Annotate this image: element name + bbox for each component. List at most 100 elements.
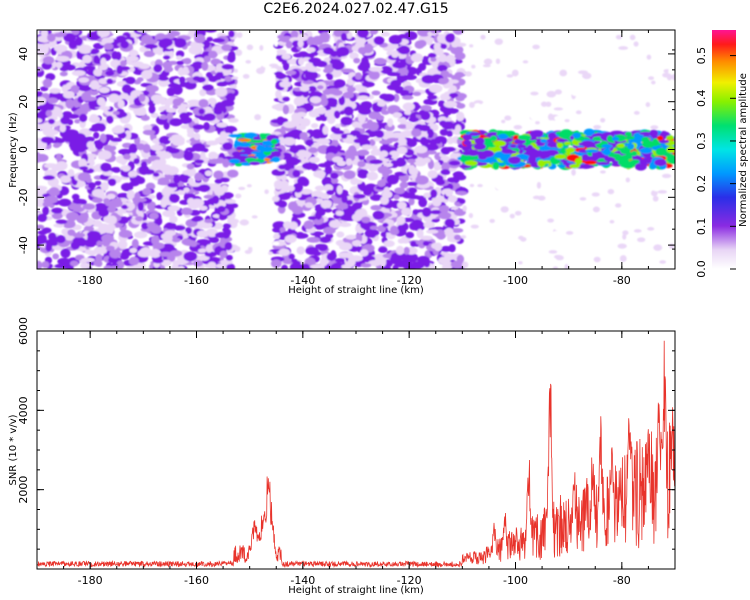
- heatmap-cell: [188, 30, 196, 36]
- heatmap-cell: [509, 144, 517, 148]
- heatmap-cell: [408, 187, 418, 194]
- heatmap-cell: [535, 112, 543, 119]
- heatmap-cell: [108, 140, 119, 147]
- heatmap-cell: [239, 219, 249, 226]
- heatmap-cell: [201, 61, 209, 71]
- heatmap-cell: [292, 182, 304, 193]
- heatmap-cell: [285, 40, 293, 49]
- heatmap-cell: [296, 246, 305, 255]
- heatmap-cell: [150, 112, 159, 118]
- heatmap-cell: [259, 44, 264, 51]
- heatmap-cell: [370, 204, 382, 211]
- heatmap-cell: [53, 107, 63, 117]
- heatmap-cell: [228, 158, 241, 164]
- heatmap-cell: [84, 249, 92, 255]
- heatmap-cell: [374, 58, 387, 65]
- heatmap-cell: [620, 148, 631, 155]
- heatmap-cell: [163, 55, 171, 60]
- heatmap-cell: [360, 101, 373, 110]
- heatmap-cell: [213, 186, 225, 196]
- heatmap-cell: [633, 229, 642, 233]
- heatmap-cell: [49, 88, 61, 94]
- heatmap-cell: [98, 86, 110, 94]
- heatmap-cell: [207, 229, 217, 238]
- heatmap-cell: [143, 50, 156, 58]
- heatmap-cell: [417, 30, 431, 37]
- heatmap-cell: [135, 111, 147, 116]
- heatmap-cell: [59, 71, 68, 77]
- heatmap-cell: [150, 94, 164, 103]
- heatmap-cell: [281, 264, 289, 269]
- heatmap-cell: [59, 124, 67, 133]
- heatmap-cell: [99, 133, 107, 143]
- heatmap-cell: [266, 77, 276, 83]
- heatmap-cell: [353, 179, 363, 185]
- heatmap-cell: [481, 137, 493, 144]
- heatmap-cell: [194, 172, 203, 181]
- heatmap-cell: [386, 137, 399, 142]
- heatmap-cell: [98, 208, 109, 217]
- heatmap-y-tick-label: 0: [17, 146, 30, 153]
- heatmap-cell: [265, 30, 276, 38]
- heatmap-cell: [196, 230, 209, 238]
- heatmap-cell: [183, 57, 192, 65]
- heatmap-cell: [47, 33, 56, 42]
- heatmap-cell: [83, 65, 96, 71]
- heatmap-cell: [75, 142, 87, 153]
- heatmap-cell: [501, 65, 509, 71]
- heatmap-cell: [164, 230, 177, 236]
- heatmap-cell: [481, 150, 494, 158]
- heatmap-cell: [602, 44, 613, 49]
- heatmap-cell: [394, 187, 406, 195]
- heatmap-cell: [219, 250, 228, 259]
- heatmap-cell: [172, 139, 185, 146]
- heatmap-cell: [108, 93, 120, 103]
- heatmap-cell: [462, 134, 473, 141]
- heatmap-cell: [182, 66, 189, 76]
- heatmap-cell: [60, 248, 71, 259]
- heatmap-cell: [547, 113, 554, 121]
- heatmap-cell: [88, 115, 101, 124]
- heatmap-cell: [657, 190, 668, 194]
- heatmap-cell: [340, 32, 347, 42]
- heatmap-cell: [333, 110, 341, 119]
- heatmap-cell: [483, 58, 493, 65]
- heatmap-cell: [98, 64, 108, 71]
- heatmap-cell: [636, 81, 643, 89]
- heatmap-cell: [453, 208, 466, 217]
- heatmap-cell: [121, 165, 131, 172]
- heatmap-cell: [354, 72, 363, 80]
- snr-x-tick-label: -80: [613, 574, 631, 587]
- heatmap-cell: [288, 253, 295, 260]
- heatmap-cell: [437, 64, 448, 72]
- heatmap-cell: [407, 195, 421, 200]
- heatmap-cell: [139, 46, 147, 53]
- heatmap-cell: [631, 195, 641, 199]
- heatmap-cell: [539, 150, 554, 155]
- heatmap-cell: [194, 34, 206, 44]
- heatmap-cell: [250, 151, 263, 155]
- heatmap-cell: [105, 223, 116, 231]
- colorbar-tick-label: 0.4: [695, 90, 708, 108]
- heatmap-cell: [228, 30, 235, 38]
- heatmap-cell: [203, 122, 210, 131]
- heatmap-cell: [181, 238, 193, 246]
- heatmap-cell: [569, 123, 577, 131]
- heatmap-cell: [433, 161, 441, 171]
- heatmap-cell: [439, 128, 449, 136]
- heatmap-cell: [393, 194, 400, 200]
- heatmap-cell: [326, 252, 336, 261]
- heatmap-cell: [423, 259, 431, 268]
- heatmap-cell: [61, 84, 70, 94]
- heatmap-cell: [424, 143, 439, 151]
- heatmap-cell: [479, 159, 493, 163]
- heatmap-cell: [357, 47, 367, 54]
- heatmap-cell: [96, 240, 103, 247]
- heatmap-cell: [456, 111, 465, 122]
- heatmap-cell: [266, 73, 272, 78]
- heatmap-cell: [500, 206, 509, 213]
- heatmap-cell: [79, 166, 89, 171]
- heatmap-cell: [639, 158, 648, 166]
- heatmap-cell: [591, 192, 600, 197]
- heatmap-cell: [331, 156, 344, 163]
